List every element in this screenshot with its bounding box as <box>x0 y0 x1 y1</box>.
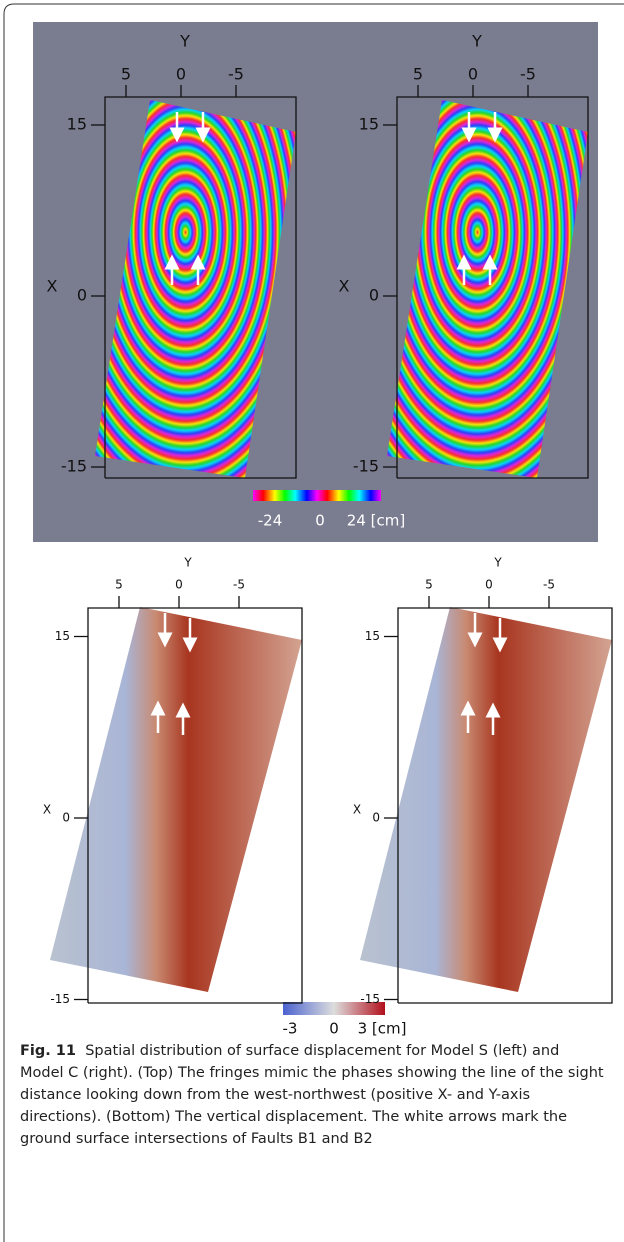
tick-label: 15 <box>365 629 380 643</box>
colorbar-label: 0 <box>329 1020 339 1038</box>
tick-label: -15 <box>50 992 70 1006</box>
axis-title: X <box>339 277 350 296</box>
tick-label: 0 <box>372 811 380 825</box>
colorbar-label: 3 [cm] <box>358 1020 407 1038</box>
colorbar-label: -3 <box>283 1020 298 1038</box>
axis-title: Y <box>471 32 482 51</box>
tick-label: -15 <box>61 457 87 476</box>
colorbar-label: -24 <box>258 512 283 530</box>
axis-title: X <box>47 277 58 296</box>
caption: Fig. 11 Spatial distribution of surface … <box>20 1040 605 1150</box>
tick-label: 15 <box>55 629 70 643</box>
axis-title: Y <box>179 32 190 51</box>
tick-label: 0 <box>77 286 87 305</box>
tick-label: 0 <box>485 578 493 592</box>
axis-title: Y <box>183 556 192 570</box>
caption-label: Fig. 11 <box>20 1043 76 1059</box>
tick-label: -5 <box>520 65 536 84</box>
colorbar-label: 0 <box>315 512 325 530</box>
tick-label: -15 <box>360 992 380 1006</box>
tick-label: 5 <box>413 65 423 84</box>
tick-label: 0 <box>62 811 70 825</box>
tick-label: 15 <box>67 115 87 134</box>
tick-label: 15 <box>359 115 379 134</box>
tick-label: 0 <box>175 578 183 592</box>
tick-label: 0 <box>369 286 379 305</box>
axis-title: X <box>353 803 361 817</box>
colorbar-label: 24 [cm] <box>347 512 405 530</box>
tick-label: 0 <box>176 65 186 84</box>
tick-label: -5 <box>543 578 555 592</box>
caption-text: Spatial distribution of surface displace… <box>20 1043 604 1147</box>
tick-label: 0 <box>468 65 478 84</box>
tick-label: -15 <box>353 457 379 476</box>
colorbar <box>253 490 381 501</box>
tick-label: 5 <box>115 578 123 592</box>
tick-label: 5 <box>425 578 433 592</box>
tick-label: -5 <box>228 65 244 84</box>
axis-title: Y <box>493 556 502 570</box>
axis-title: X <box>43 803 51 817</box>
tick-label: 5 <box>121 65 131 84</box>
tick-label: -5 <box>233 578 245 592</box>
figure: Y X 5 0 -5 15 0 -15 Y X 5 0 -5 15 0 -15 Y X 5 0 -5 15 0 -15 Y X 5 0… <box>0 0 624 1242</box>
